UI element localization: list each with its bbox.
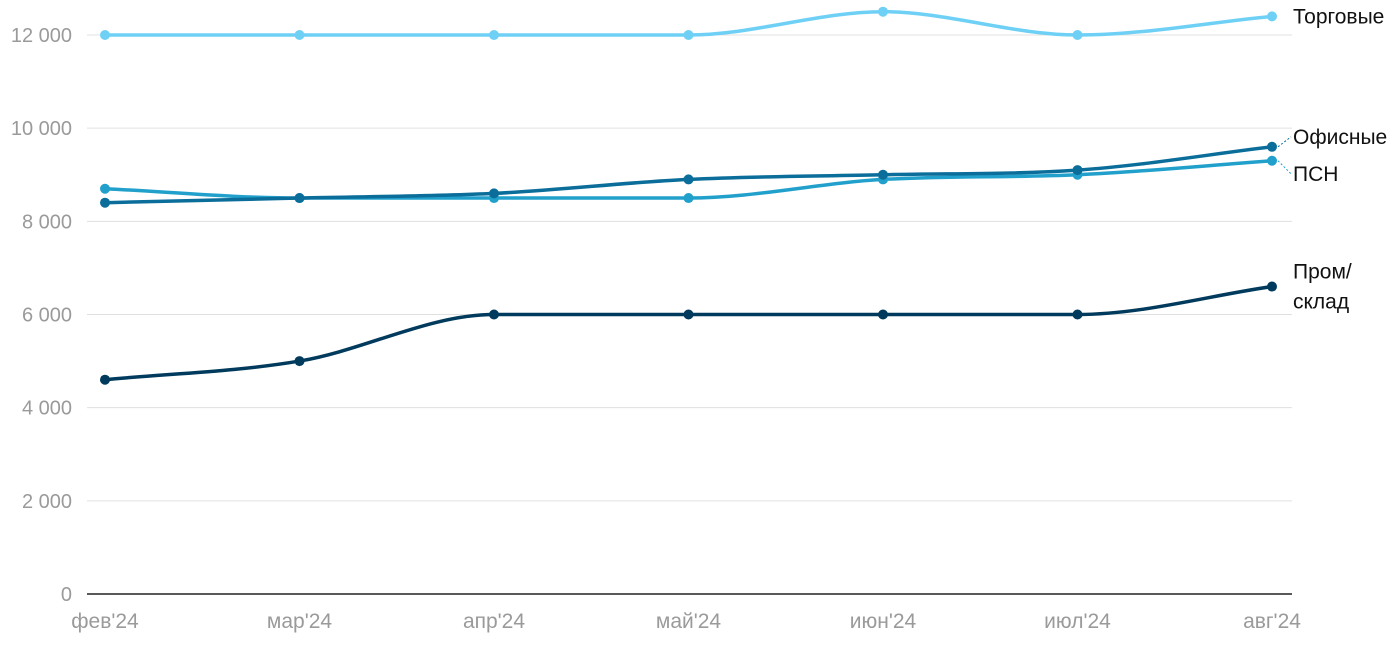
- series-1: [100, 6, 1277, 40]
- series-end-label-line: ПСН: [1293, 163, 1338, 186]
- data-point: [100, 183, 110, 194]
- data-point: [683, 309, 694, 320]
- data-point: [294, 30, 305, 40]
- series-end-label: Торговые: [1293, 5, 1384, 28]
- x-tick-label: май'24: [656, 610, 722, 633]
- data-point: [100, 374, 110, 385]
- data-point: [683, 193, 694, 204]
- x-tick-label: июл'24: [1044, 610, 1111, 633]
- series: [100, 6, 1277, 385]
- series-end-label-line: склад: [1293, 291, 1349, 314]
- series-line: [103, 284, 1274, 382]
- y-axis: 0 2 000 4 000 6 000 8 000 10 000 12 000: [11, 25, 72, 606]
- y-tick-label: 6 000: [22, 305, 72, 327]
- data-point: [1267, 281, 1277, 292]
- series-end-label-line: Офисные: [1293, 126, 1387, 149]
- data-point: [1072, 165, 1083, 176]
- data-point: [1267, 141, 1277, 152]
- data-point: [489, 309, 499, 320]
- series-end-label: ПСН: [1293, 163, 1338, 186]
- series-end-label: Пром/склад: [1293, 261, 1352, 314]
- data-point: [878, 169, 888, 180]
- data-point: [878, 6, 888, 17]
- data-point: [294, 356, 305, 367]
- data-point: [1072, 309, 1083, 320]
- y-tick-label: 8 000: [22, 211, 72, 233]
- data-point: [294, 193, 305, 204]
- data-point: [100, 197, 110, 208]
- data-point: [1267, 11, 1277, 22]
- label-leader-line: [1277, 136, 1292, 148]
- x-tick-label: мар'24: [267, 610, 332, 633]
- x-axis: фев'24 мар'24 апр'24 май'24 июн'24 июл'24 авг'…: [71, 610, 1301, 633]
- y-tick-label: 4 000: [22, 398, 72, 420]
- data-point: [100, 30, 110, 40]
- data-point: [683, 30, 694, 40]
- y-tick-label: 0: [61, 584, 72, 606]
- y-tick-label: 10 000: [11, 118, 72, 140]
- series-end-labels: Торговые Офисные ПСН Пром/склад: [1277, 5, 1387, 314]
- y-tick-label: 12 000: [11, 25, 72, 47]
- x-tick-label: фев'24: [71, 610, 139, 633]
- x-tick-label: апр'24: [463, 610, 525, 633]
- data-point: [1267, 155, 1277, 166]
- series-end-label: Офисные: [1293, 126, 1387, 149]
- series-end-label-line: Пром/: [1293, 261, 1352, 284]
- series-end-label-line: Торговые: [1293, 5, 1384, 28]
- series-2: [100, 141, 1277, 208]
- data-point: [1072, 30, 1083, 40]
- data-point: [489, 188, 499, 199]
- data-point: [878, 309, 888, 320]
- x-tick-label: июн'24: [850, 610, 917, 633]
- data-point: [489, 30, 499, 40]
- data-point: [683, 174, 694, 185]
- label-leader-line: [1277, 160, 1292, 175]
- y-tick-label: 2 000: [22, 491, 72, 513]
- x-tick-label: авг'24: [1243, 610, 1301, 633]
- series-4: [100, 281, 1277, 385]
